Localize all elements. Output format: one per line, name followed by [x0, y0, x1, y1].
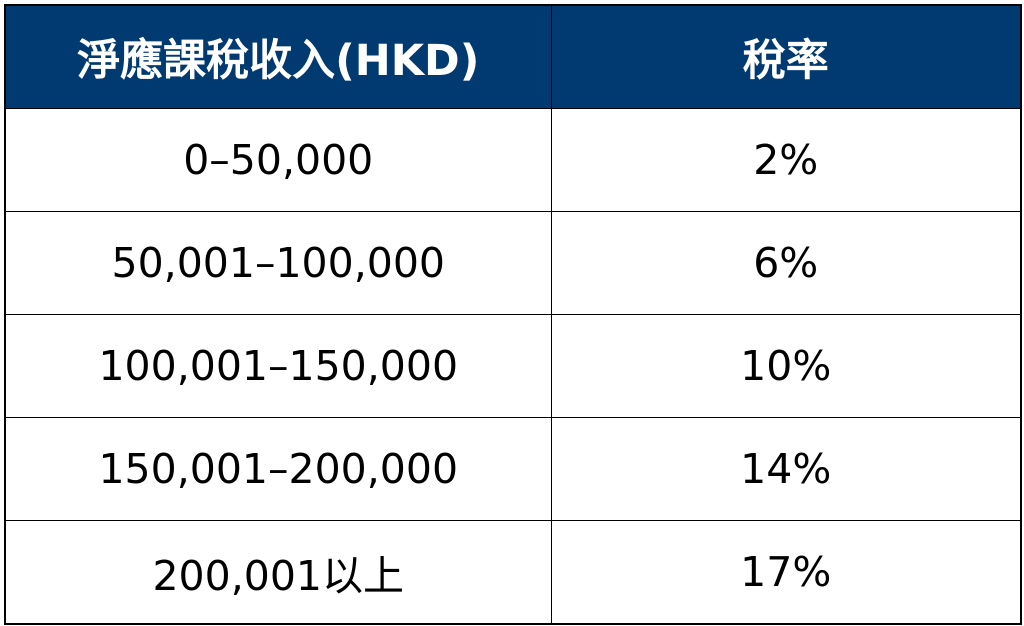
rate-cell: 17% — [550, 520, 1022, 625]
rate-cell: 6% — [550, 211, 1022, 315]
table-row: 0–50,000 2% — [4, 108, 1022, 212]
income-cell: 200,001以上 — [4, 520, 552, 625]
rate-cell: 2% — [550, 108, 1022, 212]
table-row: 200,001以上 17% — [4, 520, 1022, 625]
header-rate: 稅率 — [550, 4, 1022, 109]
rate-cell: 14% — [550, 417, 1022, 521]
tax-rate-table: 淨應課稅收入(HKD) 稅率 0–50,000 2% 50,001–100,00… — [4, 4, 1022, 625]
table-row: 50,001–100,000 6% — [4, 211, 1022, 315]
rate-cell: 10% — [550, 314, 1022, 418]
header-row: 淨應課稅收入(HKD) 稅率 — [4, 4, 1022, 109]
table-row: 100,001–150,000 10% — [4, 314, 1022, 418]
table-header: 淨應課稅收入(HKD) 稅率 — [4, 4, 1022, 109]
income-cell: 100,001–150,000 — [4, 314, 552, 418]
table-row: 150,001–200,000 14% — [4, 417, 1022, 521]
income-cell: 0–50,000 — [4, 108, 552, 212]
table-body: 0–50,000 2% 50,001–100,000 6% 100,001–15… — [4, 108, 1022, 625]
income-cell: 150,001–200,000 — [4, 417, 552, 521]
income-cell: 50,001–100,000 — [4, 211, 552, 315]
header-income: 淨應課稅收入(HKD) — [4, 4, 552, 109]
